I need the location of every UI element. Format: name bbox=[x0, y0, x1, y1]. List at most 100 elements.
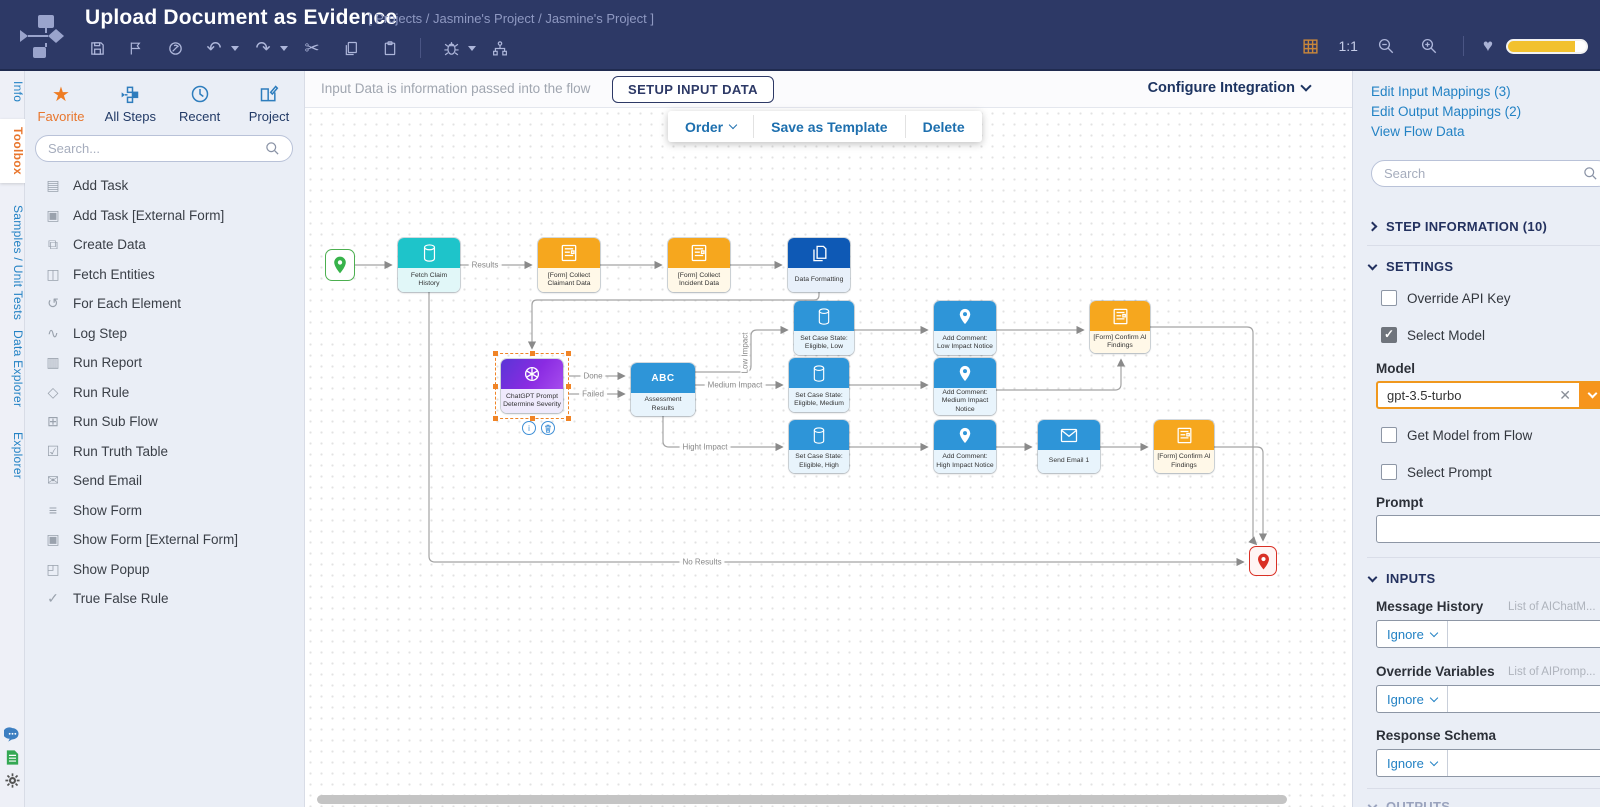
step-information-header[interactable]: STEP INFORMATION (10) bbox=[1367, 219, 1547, 234]
list-item-create-data[interactable]: ⧉ Create Data bbox=[25, 230, 305, 260]
flow-node-fetch-claim-history[interactable]: Fetch Claim History bbox=[398, 238, 460, 292]
tab-toolbox[interactable]: Toolbox bbox=[0, 119, 25, 183]
list-item-log-step[interactable]: ∿ Log Step bbox=[25, 319, 305, 349]
override-api-key-checkbox-row[interactable]: Override API Key bbox=[1381, 290, 1511, 306]
sidebar-tab-recent[interactable]: Recent bbox=[172, 83, 228, 124]
heart-icon[interactable]: ♥ bbox=[1482, 36, 1493, 55]
chevron-down-icon bbox=[280, 45, 288, 51]
checkbox-checked[interactable] bbox=[1381, 327, 1397, 343]
flow-node-send-email-1[interactable]: Send Email 1 bbox=[1038, 420, 1100, 473]
list-item-fetch-entities[interactable]: ◫ Fetch Entities bbox=[46, 265, 155, 282]
zoom-in-icon[interactable] bbox=[1414, 34, 1444, 58]
tab-explorer[interactable]: Explorer bbox=[11, 432, 25, 480]
view-flow-data-link[interactable]: View Flow Data bbox=[1371, 124, 1465, 139]
get-model-from-flow-checkbox-row[interactable]: Get Model from Flow bbox=[1381, 427, 1532, 443]
settings-header[interactable]: SETTINGS bbox=[1367, 259, 1453, 274]
list-item-for-each-element[interactable]: ↺ For Each Element bbox=[25, 289, 305, 319]
setup-input-data-button[interactable]: SETUP INPUT DATA bbox=[612, 76, 774, 103]
tab-data-explorer[interactable]: Data Explorer bbox=[11, 330, 25, 408]
sidebar-search-input[interactable] bbox=[48, 141, 265, 156]
flow-node-form-confirm-ai-findings-1[interactable]: [Form] Confirm AI Findings bbox=[1090, 301, 1150, 353]
checkbox-unchecked[interactable] bbox=[1381, 427, 1397, 443]
divider bbox=[1367, 557, 1600, 558]
attach-icon[interactable] bbox=[160, 36, 190, 60]
checkbox-unchecked[interactable] bbox=[1381, 290, 1397, 306]
horizontal-scrollbar[interactable] bbox=[317, 795, 1287, 804]
checkbox-unchecked[interactable] bbox=[1381, 464, 1397, 480]
flow-node-data-formatting[interactable]: Data Formatting bbox=[788, 238, 850, 292]
flow-node-set-case-state-low[interactable]: Set Case State: Eligible, Low bbox=[794, 301, 854, 355]
chat-bubble-icon[interactable] bbox=[4, 726, 21, 743]
flow-node-set-case-state-medium[interactable]: Set Case State: Eligible, Medium bbox=[789, 358, 849, 412]
list-item-show-form[interactable]: ≡ Show Form bbox=[25, 496, 305, 526]
save-as-template-button[interactable]: Save as Template bbox=[771, 118, 888, 135]
list-item-send-email[interactable]: ✉ Send Email bbox=[25, 466, 305, 496]
flow-node-set-case-state-high[interactable]: Set Case State: Eligible, High bbox=[789, 420, 849, 473]
debug-button[interactable] bbox=[436, 36, 476, 60]
delete-node-icon[interactable] bbox=[541, 421, 555, 435]
model-label: Model bbox=[1376, 361, 1415, 376]
sidebar-tab-project[interactable]: Project bbox=[241, 83, 297, 124]
flag-icon[interactable] bbox=[121, 36, 151, 60]
flow-node-add-comment-medium[interactable]: Add Comment: Medium Impact Notice bbox=[934, 358, 996, 415]
zoom-slider-fill bbox=[1508, 40, 1576, 52]
zoom-out-icon[interactable] bbox=[1371, 34, 1401, 58]
flow-end-node[interactable] bbox=[1249, 546, 1277, 576]
model-field: gpt-3.5-turbo ✕ bbox=[1376, 381, 1600, 409]
tab-info[interactable]: Info bbox=[11, 81, 25, 103]
flow-node-add-comment-high[interactable]: Add Comment: High Impact Notice bbox=[934, 420, 996, 473]
list-item-true-false-rule[interactable]: ✓ True False Rule bbox=[25, 584, 305, 614]
zoom-ratio-label[interactable]: 1:1 bbox=[1338, 38, 1358, 54]
sitemap-icon[interactable] bbox=[485, 36, 515, 60]
save-icon[interactable] bbox=[82, 36, 112, 60]
paste-icon[interactable] bbox=[375, 36, 405, 60]
edit-input-mappings-link[interactable]: Edit Input Mappings (3) bbox=[1371, 84, 1511, 99]
inputs-header[interactable]: INPUTS bbox=[1367, 571, 1435, 586]
model-dropdown-button[interactable] bbox=[1579, 383, 1600, 407]
flow-node-assessment-results[interactable]: ABC Assessment Results bbox=[631, 363, 695, 416]
delete-button[interactable]: Delete bbox=[922, 118, 965, 135]
select-prompt-checkbox-row[interactable]: Select Prompt bbox=[1381, 464, 1492, 480]
configure-integration-button[interactable]: Configure Integration bbox=[1148, 80, 1312, 96]
list-item-show-form-external[interactable]: ▣ Show Form [External Form] bbox=[46, 531, 239, 548]
list-item-add-task[interactable]: ▤ Add Task bbox=[46, 177, 129, 194]
gear-icon[interactable] bbox=[4, 772, 21, 789]
sidebar-tab-all-steps[interactable]: All Steps bbox=[102, 83, 158, 124]
redo-button[interactable]: ↷ bbox=[248, 36, 288, 60]
spreadsheet-icon[interactable] bbox=[4, 749, 21, 766]
order-button[interactable]: Order bbox=[668, 111, 753, 142]
list-item-add-task-external[interactable]: ▣ Add Task [External Form] bbox=[46, 206, 225, 223]
flow-node-form-collect-incident-data[interactable]: [Form] Collect Incident Data bbox=[668, 238, 730, 292]
edit-output-mappings-link[interactable]: Edit Output Mappings (2) bbox=[1371, 104, 1522, 119]
message-history-ignore-dropdown[interactable]: Ignore bbox=[1377, 621, 1448, 647]
list-item-show-popup[interactable]: ◰ Show Popup bbox=[46, 560, 150, 577]
list-item-run-sub-flow[interactable]: ⊞ Run Sub Flow bbox=[25, 407, 305, 437]
pages-icon: ⧉ bbox=[48, 236, 58, 253]
list-item-run-truth-table[interactable]: ☑ Run Truth Table bbox=[46, 442, 169, 459]
list-item-run-report[interactable]: ▥ Run Report bbox=[46, 354, 143, 371]
override-variables-ignore-dropdown[interactable]: Ignore bbox=[1377, 686, 1448, 712]
grid-icon[interactable] bbox=[1295, 34, 1325, 58]
info-icon[interactable]: i bbox=[522, 421, 536, 435]
tab-samples-unit-tests[interactable]: Samples / Unit Tests bbox=[11, 205, 25, 321]
page-title: Upload Document as Evidence bbox=[85, 6, 398, 29]
zoom-slider[interactable] bbox=[1506, 38, 1588, 54]
outputs-header[interactable]: OUTPUTS bbox=[1367, 799, 1450, 807]
list-item-run-rule[interactable]: ◇ Run Rule bbox=[25, 378, 305, 408]
flow-start-node[interactable] bbox=[325, 249, 355, 281]
panel-search-input[interactable] bbox=[1384, 166, 1583, 181]
select-model-checkbox-row[interactable]: Select Model bbox=[1381, 327, 1485, 343]
toolbar-separator bbox=[904, 115, 906, 138]
model-value[interactable]: gpt-3.5-turbo bbox=[1387, 387, 1462, 403]
copy-icon[interactable] bbox=[336, 36, 366, 60]
flow-node-chatgpt-prompt[interactable]: ChatGPT Prompt Determine Severity bbox=[501, 359, 563, 413]
undo-button[interactable]: ↶ bbox=[199, 36, 239, 60]
flow-node-form-collect-claimant-data[interactable]: [Form] Collect Claimant Data bbox=[538, 238, 600, 292]
flow-node-add-comment-low[interactable]: Add Comment: Low Impact Notice bbox=[934, 301, 996, 355]
prompt-input[interactable] bbox=[1376, 515, 1600, 543]
cut-icon[interactable]: ✂ bbox=[304, 37, 320, 58]
clear-icon[interactable]: ✕ bbox=[1559, 386, 1571, 403]
flow-node-form-confirm-ai-findings-2[interactable]: [Form] Confirm AI Findings bbox=[1154, 420, 1214, 473]
sidebar-tab-favorite[interactable]: ★ Favorite bbox=[37, 83, 85, 125]
response-schema-ignore-dropdown[interactable]: Ignore bbox=[1377, 750, 1448, 776]
